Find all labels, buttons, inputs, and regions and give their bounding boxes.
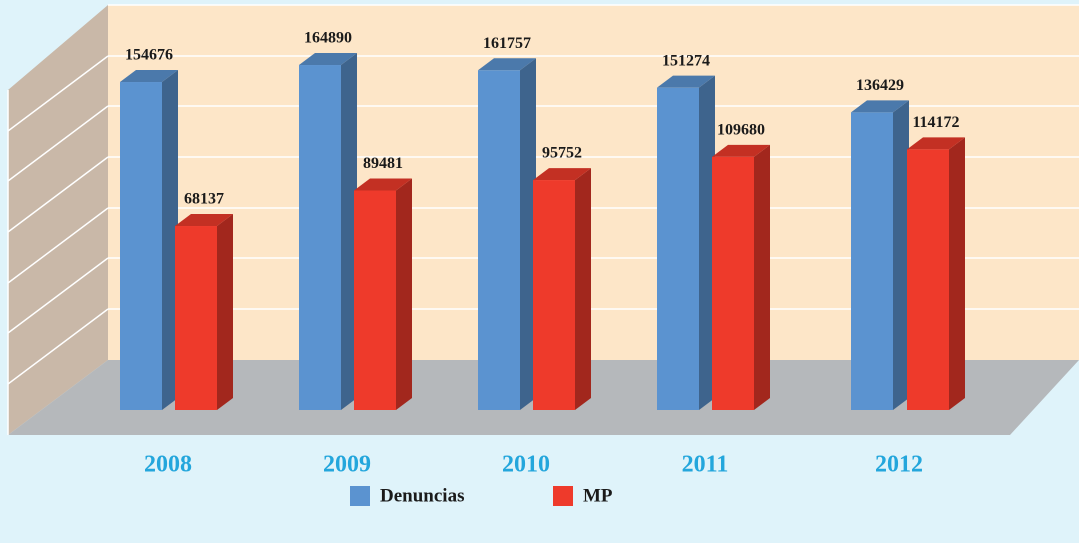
legend-label: Denuncias: [380, 485, 464, 506]
bar-front: [478, 70, 520, 410]
bar-side: [162, 70, 178, 410]
value-label: 151274: [662, 52, 710, 69]
bar-side: [341, 53, 357, 410]
bar: [533, 168, 591, 410]
bar-front: [907, 149, 949, 410]
legend-swatch: [553, 486, 573, 506]
bar: [354, 178, 412, 410]
bar-side: [893, 100, 909, 410]
bar-top: [299, 53, 357, 66]
bar: [175, 214, 233, 410]
bar: [657, 75, 715, 411]
value-label: 161757: [483, 35, 531, 52]
bar: [712, 144, 770, 410]
bar-front: [657, 87, 699, 411]
value-label: 164890: [304, 30, 352, 47]
bar-front: [354, 190, 396, 410]
value-label: 114172: [912, 114, 959, 131]
bar-top: [907, 137, 965, 150]
legend-swatch: [350, 486, 370, 506]
bar-top: [657, 75, 715, 88]
bar-front: [851, 112, 893, 410]
value-label: 68137: [184, 191, 224, 208]
bar-front: [533, 180, 575, 410]
bar-top: [712, 144, 770, 157]
x-tick-label: 2012: [875, 452, 923, 478]
bar: [120, 70, 178, 410]
bar-top: [478, 58, 536, 71]
x-tick-label: 2010: [502, 452, 550, 478]
bar: [851, 100, 909, 410]
bar: [907, 137, 965, 410]
value-label: 109680: [717, 122, 765, 139]
bar-front: [712, 156, 754, 410]
value-label: 95752: [542, 145, 582, 162]
bar-side: [754, 144, 770, 410]
bar-top: [851, 100, 909, 113]
bar-front: [175, 226, 217, 410]
x-tick-label: 2008: [144, 452, 192, 478]
bar: [299, 53, 357, 410]
bar-side: [949, 137, 965, 410]
bar-side: [396, 178, 412, 410]
bar-side: [520, 58, 536, 410]
value-label: 136429: [856, 77, 904, 94]
bar-top: [175, 214, 233, 227]
value-label: 89481: [363, 155, 403, 172]
x-tick-label: 2011: [682, 452, 729, 478]
legend-label: MP: [583, 485, 613, 506]
bar-side: [699, 75, 715, 411]
value-label: 154676: [125, 47, 173, 64]
bar-top: [533, 168, 591, 181]
bar-side: [575, 168, 591, 410]
bar-side: [217, 214, 233, 410]
bar-top: [120, 70, 178, 83]
bar-top: [354, 178, 412, 191]
x-tick-label: 2009: [323, 452, 371, 478]
bar-front: [299, 65, 341, 410]
bar: [478, 58, 536, 410]
bar-front: [120, 82, 162, 410]
